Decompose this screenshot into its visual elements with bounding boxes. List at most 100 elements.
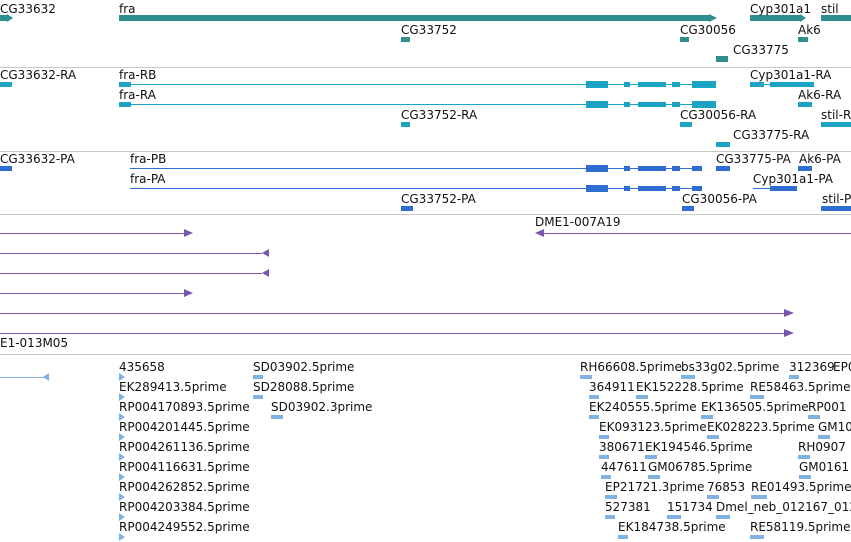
exon[interactable] <box>119 102 131 107</box>
gene-label[interactable]: fra <box>119 2 136 16</box>
gene-label[interactable]: CG33775 <box>733 43 789 57</box>
est-feature[interactable] <box>271 415 283 419</box>
protein-segment[interactable] <box>624 186 630 191</box>
transcript-label[interactable]: CG30056-RA <box>680 108 757 122</box>
exon[interactable] <box>692 101 716 108</box>
est-label[interactable]: RP004261136.5prime <box>119 440 250 454</box>
est-label[interactable]: 151734 <box>667 500 713 514</box>
gene-label[interactable]: CG33632 <box>0 2 56 16</box>
est-line[interactable] <box>0 377 45 378</box>
est-feature[interactable] <box>253 375 263 379</box>
protein-segment[interactable] <box>638 186 666 191</box>
est-label[interactable]: Dmel_neb_012167_012 <box>716 500 851 514</box>
transcript-label[interactable]: Cyp301a1-RA <box>750 68 832 82</box>
est-label[interactable]: RP004203384.5prime <box>119 500 250 514</box>
clone-label[interactable]: E1-013M05 <box>0 336 69 350</box>
protein-label[interactable]: fra-PA <box>130 172 166 186</box>
gene-feature[interactable] <box>798 37 808 42</box>
protein-segment[interactable] <box>716 166 730 171</box>
protein-segment[interactable] <box>401 206 413 211</box>
exon[interactable] <box>750 82 764 87</box>
protein-label[interactable]: stil-P <box>822 192 851 206</box>
est-feature[interactable] <box>751 495 767 499</box>
est-label[interactable]: RE58119.5prime <box>750 520 851 534</box>
clone-line[interactable] <box>544 233 851 234</box>
exon[interactable] <box>672 102 680 107</box>
exon[interactable] <box>770 82 814 87</box>
est-label[interactable]: GM06785.5prime <box>648 460 753 474</box>
exon[interactable] <box>716 142 730 147</box>
clone-line[interactable] <box>0 313 784 314</box>
protein-segment[interactable] <box>672 186 680 191</box>
est-label[interactable]: 527381 <box>605 500 651 514</box>
protein-segment[interactable] <box>672 166 680 171</box>
gene-feature[interactable] <box>401 37 410 42</box>
est-feature[interactable] <box>808 415 820 419</box>
clone-line[interactable] <box>0 273 262 274</box>
protein-label[interactable]: CG30056-PA <box>682 192 757 206</box>
exon[interactable] <box>624 102 630 107</box>
protein-segment[interactable] <box>821 206 851 211</box>
est-label[interactable]: EK240555.5prime <box>589 400 697 414</box>
protein-segment[interactable] <box>798 166 812 171</box>
exon[interactable] <box>119 82 131 87</box>
est-feature[interactable] <box>599 435 609 439</box>
transcript-label[interactable]: stil-R <box>821 108 851 122</box>
est-label[interactable]: 380671 <box>599 440 645 454</box>
gene-label[interactable]: stil <box>821 2 839 16</box>
exon[interactable] <box>401 122 410 127</box>
est-feature[interactable] <box>789 375 799 379</box>
est-label[interactable]: EK194546.5prime <box>645 440 753 454</box>
est-label[interactable]: EK028223.5prime <box>707 420 815 434</box>
protein-segment[interactable] <box>682 206 694 211</box>
est-label[interactable]: RH66608.5prime <box>580 360 682 374</box>
gene-label[interactable]: Cyp301a1 <box>750 2 811 16</box>
est-feature[interactable] <box>580 375 592 379</box>
protein-segment[interactable] <box>586 165 608 172</box>
est-label[interactable]: GM0161 <box>799 460 850 474</box>
gene-label[interactable]: CG30056 <box>680 23 736 37</box>
est-label[interactable]: RE58463.5prime <box>750 380 851 394</box>
est-label[interactable]: EK136505.5prime <box>701 400 809 414</box>
est-feature[interactable] <box>618 535 628 539</box>
est-feature[interactable] <box>707 435 719 439</box>
est-label[interactable]: SD28088.5prime <box>253 380 355 394</box>
protein-label[interactable]: fra-PB <box>130 152 167 166</box>
est-label[interactable]: 76853 <box>707 480 746 494</box>
protein-segment[interactable] <box>692 166 702 171</box>
est-label[interactable]: 364911 <box>589 380 635 394</box>
est-label[interactable]: SD03902.3prime <box>271 400 373 414</box>
gene-feature[interactable] <box>716 56 728 62</box>
est-feature[interactable] <box>667 515 681 519</box>
est-feature[interactable] <box>701 415 713 419</box>
exon[interactable] <box>638 102 666 107</box>
est-feature[interactable] <box>605 515 615 519</box>
est-feature[interactable] <box>799 475 811 479</box>
est-label[interactable]: bs33g02.5prime <box>681 360 780 374</box>
est-label[interactable]: RP004262852.5prime <box>119 480 250 494</box>
protein-segment[interactable] <box>692 186 702 191</box>
gene-feature[interactable] <box>821 15 851 21</box>
est-feature[interactable] <box>636 395 648 399</box>
est-label[interactable]: 435658 <box>119 360 165 374</box>
gene-feature[interactable] <box>680 37 689 42</box>
est-feature[interactable] <box>750 535 764 539</box>
est-label[interactable]: RE01493.5prime <box>751 480 851 494</box>
protein-segment[interactable] <box>770 186 797 191</box>
est-feature[interactable] <box>707 495 719 499</box>
clone-line[interactable] <box>0 233 184 234</box>
clone-line[interactable] <box>0 253 262 254</box>
transcript-label[interactable]: CG33775-RA <box>733 128 810 142</box>
gene-label[interactable]: Ak6 <box>798 23 821 37</box>
transcript-label[interactable]: Ak6-RA <box>798 88 842 102</box>
est-label[interactable]: SD03902.5prime <box>253 360 355 374</box>
est-feature[interactable] <box>716 515 730 519</box>
protein-label[interactable]: CG33632-PA <box>0 152 75 166</box>
protein-label[interactable]: CG33752-PA <box>401 192 476 206</box>
est-feature[interactable] <box>253 395 263 399</box>
est-label[interactable]: EP0 <box>833 360 851 374</box>
est-label[interactable]: RH0907 <box>798 440 846 454</box>
exon[interactable] <box>672 82 680 87</box>
clone-label[interactable]: DME1-007A19 <box>535 215 621 229</box>
